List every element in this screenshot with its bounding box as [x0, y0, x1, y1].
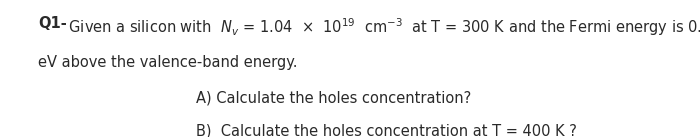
Text: A) Calculate the holes concentration?: A) Calculate the holes concentration? — [196, 90, 471, 105]
Text: eV above the valence-band energy.: eV above the valence-band energy. — [38, 55, 298, 70]
Text: Q1-: Q1- — [38, 16, 67, 31]
Text: B)  Calculate the holes concentration at T = 400 K ?: B) Calculate the holes concentration at … — [196, 123, 577, 137]
Text: Given a silicon with  $N_v$ = 1.04  ×  10$^{19}$  cm$^{-3}$  at T = 300 K and th: Given a silicon with $N_v$ = 1.04 × 10$^… — [64, 16, 700, 38]
